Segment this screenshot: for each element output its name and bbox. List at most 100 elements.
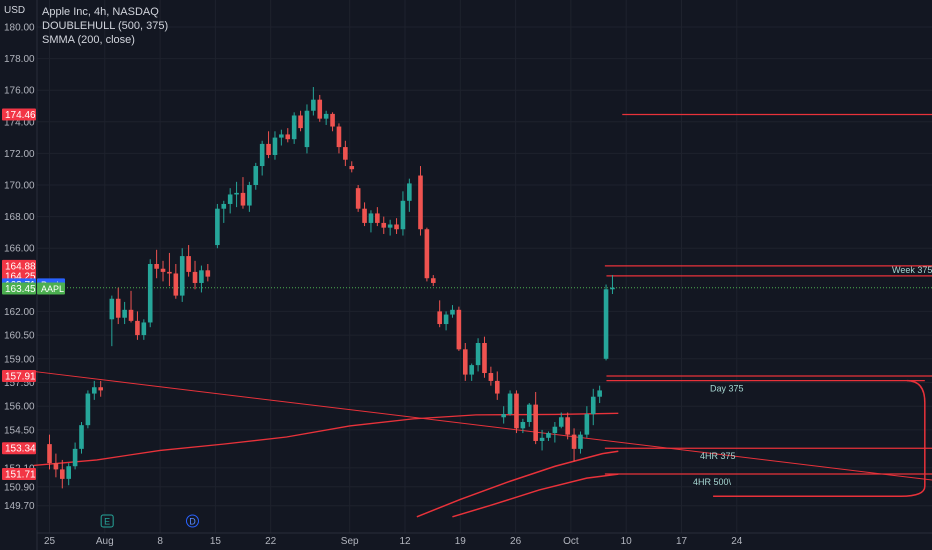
candle-body[interactable] (285, 134, 291, 140)
candle-body[interactable] (272, 137, 278, 155)
candle-body[interactable] (128, 309, 134, 321)
doublehull-curve-2[interactable] (452, 473, 619, 518)
symbol-title[interactable]: Apple Inc, 4h, NASDAQ (42, 6, 159, 18)
candle-body[interactable] (533, 404, 538, 441)
candle-body[interactable] (66, 466, 71, 479)
candle-body[interactable] (115, 298, 121, 318)
candle-body[interactable] (450, 309, 455, 315)
candle-body[interactable] (72, 448, 78, 467)
candle-body[interactable] (79, 425, 84, 449)
candle-body[interactable] (247, 185, 252, 206)
candle-body[interactable] (520, 422, 526, 429)
candle-body[interactable] (362, 208, 367, 223)
candle-body[interactable] (501, 414, 506, 418)
candle-body[interactable] (279, 134, 284, 138)
candle-body[interactable] (526, 404, 532, 422)
candle-body[interactable] (482, 343, 487, 374)
candle-body[interactable] (122, 309, 127, 318)
candle-body[interactable] (311, 99, 316, 111)
candle-body[interactable] (462, 349, 468, 375)
candle-body[interactable] (368, 213, 374, 223)
candle-body[interactable] (85, 393, 91, 426)
candle-body[interactable] (323, 113, 329, 119)
dividend-marker[interactable] (185, 514, 199, 528)
candle-body[interactable] (109, 298, 115, 320)
candle-body[interactable] (330, 113, 335, 127)
candle-body[interactable] (387, 224, 393, 228)
candle-body[interactable] (424, 229, 430, 279)
candle-body[interactable] (507, 393, 513, 415)
candle-body[interactable] (253, 166, 259, 185)
candle-body[interactable] (266, 143, 271, 155)
candle-body[interactable] (565, 417, 570, 435)
bracket-line[interactable] (713, 379, 926, 498)
candle-body[interactable] (179, 256, 185, 296)
candle-body[interactable] (430, 278, 436, 283)
candle-body[interactable] (167, 271, 172, 274)
candle-body[interactable] (186, 256, 191, 272)
candle-body[interactable] (304, 110, 310, 148)
candle-body[interactable] (590, 396, 596, 415)
candle-body[interactable] (610, 287, 615, 290)
candle-body[interactable] (291, 115, 297, 140)
candle-body[interactable] (571, 434, 577, 449)
candle-body[interactable] (578, 434, 583, 449)
candle-body[interactable] (603, 289, 609, 359)
candle-body[interactable] (221, 203, 227, 209)
candle-body[interactable] (47, 444, 52, 464)
trend-line[interactable] (33, 370, 932, 499)
candle-body[interactable] (558, 417, 564, 427)
candle-body[interactable] (584, 414, 590, 435)
candle-body[interactable] (349, 166, 355, 170)
candle-body[interactable] (494, 380, 500, 394)
candle-body[interactable] (469, 365, 474, 375)
candle-body[interactable] (59, 469, 65, 479)
candle-body[interactable] (475, 343, 481, 366)
candle-body[interactable] (91, 387, 97, 394)
candle-body[interactable] (98, 387, 103, 391)
candle-body[interactable] (240, 192, 246, 206)
candle-body[interactable] (375, 213, 380, 223)
candle-body[interactable] (407, 183, 412, 201)
doublehull-curve-1[interactable] (416, 450, 619, 518)
candle-body[interactable] (259, 143, 265, 167)
candle-body[interactable] (192, 271, 198, 283)
candle-body[interactable] (215, 208, 220, 246)
candle-body[interactable] (154, 264, 159, 269)
indicator-doublehull[interactable]: DOUBLEHULL (500, 375) (42, 20, 169, 32)
indicator-smma[interactable]: SMMA (200, close) (42, 34, 135, 46)
candle-body[interactable] (400, 200, 406, 230)
candle-body[interactable] (514, 393, 519, 429)
candle-body[interactable] (227, 194, 233, 204)
candle-body[interactable] (381, 222, 387, 228)
x-tick-label: Aug (96, 536, 114, 547)
candle-body[interactable] (234, 192, 239, 195)
candle-body[interactable] (539, 437, 545, 441)
candle-body[interactable] (173, 273, 179, 296)
candle-body[interactable] (147, 264, 153, 323)
candle-body[interactable] (205, 270, 211, 277)
earnings-marker[interactable] (100, 514, 114, 528)
candle-body[interactable] (546, 433, 551, 438)
candle-body[interactable] (317, 99, 323, 119)
candle-body[interactable] (456, 309, 462, 350)
candle-body[interactable] (394, 224, 399, 230)
candle-body[interactable] (199, 270, 204, 283)
candle-body[interactable] (135, 320, 140, 336)
candle-body[interactable] (355, 188, 361, 209)
candle-body[interactable] (141, 322, 147, 336)
y-tick-label: 156.00 (4, 402, 35, 413)
candle-body[interactable] (597, 390, 602, 397)
candle-body[interactable] (552, 426, 558, 434)
candle-body[interactable] (443, 314, 449, 325)
candle-body[interactable] (336, 126, 342, 148)
candle-body[interactable] (343, 147, 348, 160)
candle-body[interactable] (53, 463, 59, 470)
candle-body[interactable] (418, 175, 423, 230)
candle-body[interactable] (298, 115, 303, 129)
candle-body[interactable] (488, 373, 494, 381)
candle-body[interactable] (437, 311, 442, 325)
candle-body[interactable] (160, 268, 166, 272)
